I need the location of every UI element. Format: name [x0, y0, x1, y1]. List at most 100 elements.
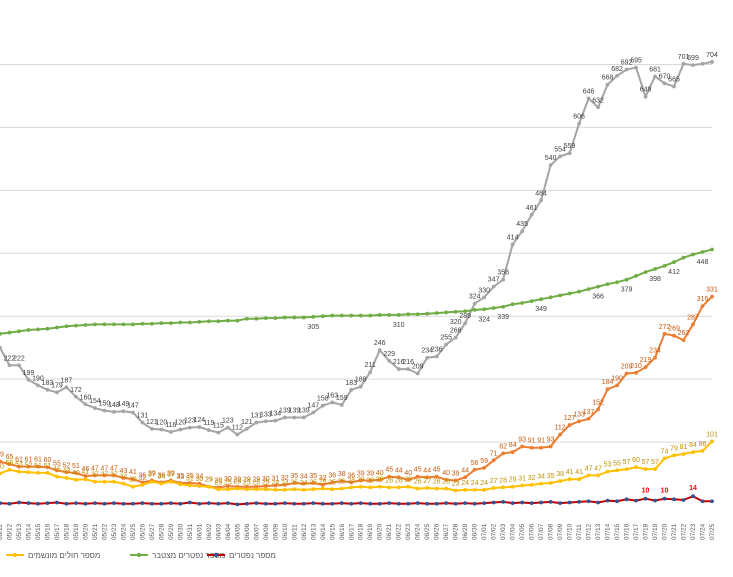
data-label-green: 398	[649, 276, 661, 283]
marker-gray	[634, 65, 638, 70]
x-tick-label: 05/26	[139, 523, 146, 540]
data-label-gray: 147	[127, 402, 139, 409]
marker-green	[434, 311, 439, 315]
marker-yellow	[434, 486, 439, 491]
data-label-yellow: 23	[452, 481, 460, 488]
marker-orange	[0, 459, 2, 464]
marker-orange	[605, 387, 610, 392]
marker-blue	[615, 499, 619, 504]
data-label-gray: 139	[298, 408, 310, 415]
marker-orange	[131, 477, 135, 482]
marker-yellow	[320, 486, 325, 491]
marker-yellow	[539, 481, 544, 486]
marker-yellow	[425, 486, 430, 490]
marker-blue	[131, 501, 135, 506]
data-label-orange: 38	[338, 471, 346, 478]
marker-blue	[235, 502, 240, 507]
data-label-yellow: 60	[632, 457, 640, 464]
marker-green	[510, 302, 515, 307]
x-tick-label: 06/28	[453, 523, 460, 540]
data-label-yellow: 24	[471, 480, 479, 487]
data-label-gray: 147	[307, 402, 319, 409]
x-tick-label: 06/10	[282, 523, 289, 540]
data-label-yellow: 57	[642, 459, 650, 466]
data-label-yellow: 41	[575, 469, 583, 476]
legend-item-green: מספר נפטרים מצטבר	[130, 551, 225, 560]
marker-yellow	[463, 487, 468, 492]
data-label-orange: 51	[72, 463, 80, 470]
marker-gray	[501, 277, 506, 282]
x-tick-label: 06/21	[386, 523, 393, 540]
marker-gray	[434, 354, 439, 359]
data-label-gray: 222	[4, 355, 16, 362]
data-label-yellow: 47	[585, 465, 593, 472]
data-label-yellow: 29	[129, 477, 137, 484]
marker-yellow	[396, 485, 401, 490]
x-tick-label: 07/20	[662, 523, 669, 540]
data-label-gray: 246	[374, 340, 386, 347]
data-label-gray: 133	[260, 411, 272, 418]
marker-gray	[197, 425, 202, 429]
data-label-gray: 183	[345, 380, 357, 387]
marker-green	[282, 315, 287, 320]
marker-yellow	[7, 467, 12, 472]
data-label-orange: 39	[366, 470, 374, 477]
marker-green	[463, 309, 468, 314]
marker-yellow	[178, 482, 183, 487]
marker-gray	[691, 63, 695, 67]
marker-green	[653, 267, 657, 271]
data-label-orange: 40	[376, 470, 384, 477]
x-tick-label: 07/04	[510, 523, 517, 540]
data-label-orange: 219	[640, 357, 652, 364]
x-tick-label: 05/31	[187, 523, 194, 540]
marker-gray	[7, 363, 12, 368]
data-label-orange: 65	[6, 454, 14, 461]
data-label-gray: 187	[61, 377, 73, 384]
marker-yellow	[102, 479, 107, 484]
marker-yellow	[406, 484, 411, 489]
data-label-yellow: 34	[120, 474, 128, 481]
marker-green	[482, 307, 487, 312]
marker-yellow	[0, 471, 2, 476]
x-axis-ticks: 06/11 05/12 05/13 05/14 05/15 05/16 05/17 05/18…	[0, 523, 716, 540]
data-label-orange: 47	[110, 465, 118, 472]
marker-orange	[691, 322, 695, 327]
x-tick-label: 07/19	[652, 523, 659, 540]
marker-gray	[653, 74, 657, 79]
marker-orange	[672, 333, 676, 338]
marker-gray	[387, 358, 392, 363]
data-label-yellow: 29	[509, 477, 517, 484]
marker-gray	[472, 301, 477, 306]
marker-gray	[206, 428, 211, 433]
marker-yellow	[415, 486, 420, 491]
data-label-gray: 699	[687, 55, 699, 62]
marker-gray	[672, 84, 676, 89]
data-label-yellow: 50	[0, 464, 4, 471]
marker-yellow	[45, 471, 50, 475]
marker-green	[17, 329, 21, 334]
marker-blue	[0, 501, 2, 506]
data-label-yellow: 79	[670, 445, 678, 452]
x-tick-label: 06/14	[320, 523, 327, 540]
data-label-green: 310	[393, 322, 405, 329]
data-label-orange: 56	[471, 460, 479, 467]
data-label-gray: 134	[269, 411, 281, 418]
marker-gray	[254, 420, 259, 425]
marker-orange	[225, 484, 230, 489]
marker-yellow	[501, 485, 506, 490]
x-tick-label: 06/08	[263, 523, 270, 540]
marker-blue	[140, 501, 145, 506]
data-label-orange: 127	[564, 415, 576, 422]
marker-orange	[74, 471, 78, 475]
marker-orange	[83, 474, 88, 478]
data-label-gray: 324	[469, 294, 481, 301]
data-label-orange: 61	[25, 457, 33, 464]
marker-yellow	[36, 471, 40, 475]
marker-yellow	[624, 467, 629, 472]
data-label-yellow: 26	[433, 479, 441, 486]
marker-yellow	[586, 473, 591, 478]
data-label-gray: 266	[450, 328, 462, 335]
data-label-orange: 32	[319, 475, 327, 482]
marker-gray	[273, 418, 278, 423]
